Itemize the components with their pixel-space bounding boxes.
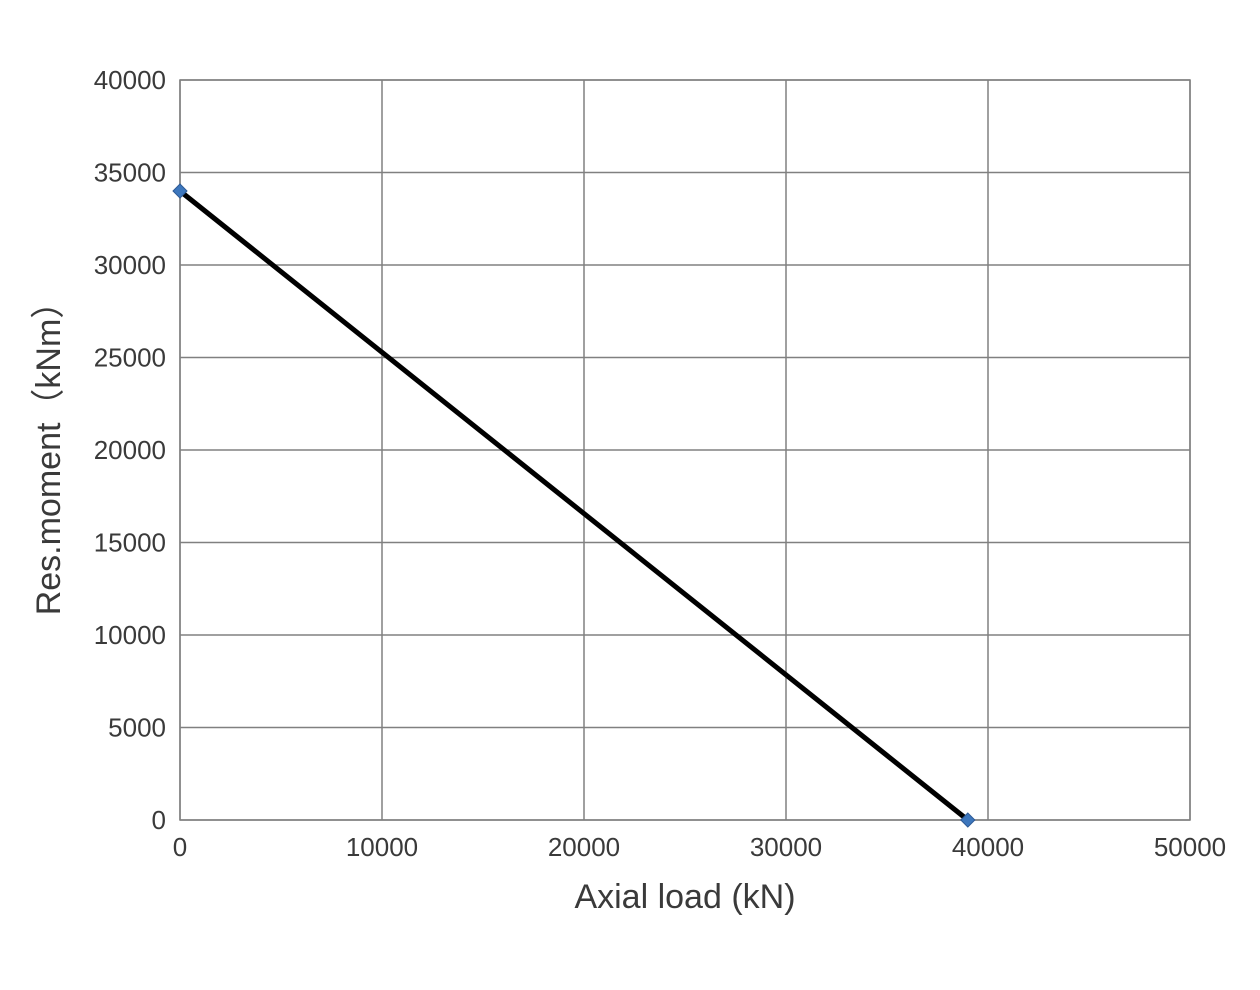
y-tick-label: 30000 [94, 250, 166, 280]
y-tick-label: 25000 [94, 343, 166, 373]
x-tick-label: 10000 [346, 832, 418, 862]
x-tick-label: 20000 [548, 832, 620, 862]
y-tick-label: 20000 [94, 435, 166, 465]
x-tick-label: 50000 [1154, 832, 1226, 862]
x-tick-label: 40000 [952, 832, 1024, 862]
y-tick-label: 10000 [94, 620, 166, 650]
y-tick-label: 35000 [94, 158, 166, 188]
y-tick-label: 40000 [94, 65, 166, 95]
x-tick-label: 0 [173, 832, 187, 862]
x-tick-label: 30000 [750, 832, 822, 862]
y-tick-label: 15000 [94, 528, 166, 558]
x-axis-title: Axial load (kN) [574, 878, 795, 916]
y-tick-label: 5000 [108, 713, 166, 743]
chart-bg [0, 0, 1260, 990]
chart-svg: 0 10000 20000 30000 40000 50000 0 5000 10000 1500… [0, 0, 1260, 990]
y-tick-label: 0 [152, 805, 166, 835]
chart-container: 0 10000 20000 30000 40000 50000 0 5000 10000 1500… [0, 0, 1260, 990]
y-axis-title: Res.moment（kNm） [30, 285, 68, 616]
